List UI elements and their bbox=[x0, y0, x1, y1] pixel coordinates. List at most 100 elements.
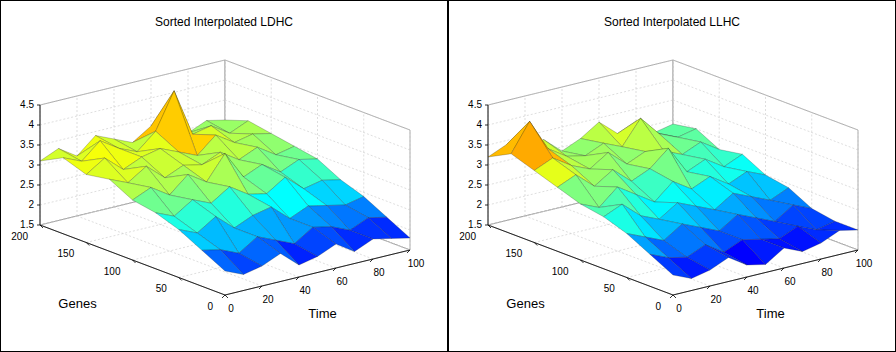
surface-cell bbox=[816, 221, 858, 230]
tick-mark bbox=[333, 268, 336, 271]
tick-label: 20 bbox=[710, 294, 722, 305]
tick-label: 50 bbox=[604, 283, 616, 294]
tick-label: 3 bbox=[476, 159, 482, 170]
tick-mark bbox=[225, 295, 228, 298]
tick-label: 4.5 bbox=[20, 99, 34, 110]
grid bbox=[40, 60, 410, 295]
tick-mark bbox=[485, 145, 488, 146]
tick-mark bbox=[37, 165, 40, 166]
tick-mark bbox=[818, 259, 821, 262]
surface-cell bbox=[156, 213, 198, 233]
tick-label: 40 bbox=[747, 285, 759, 296]
tick-mark bbox=[179, 278, 182, 281]
tick-label: 3 bbox=[28, 159, 34, 170]
tick-mark bbox=[485, 185, 488, 186]
tick-mark bbox=[37, 105, 40, 106]
tick-label: 100 bbox=[104, 266, 121, 277]
tick-label: 3.5 bbox=[20, 139, 34, 150]
axis-title: Time bbox=[756, 306, 784, 321]
tick-mark bbox=[485, 105, 488, 106]
tick-mark bbox=[86, 243, 89, 246]
tick-label: 1.5 bbox=[468, 219, 482, 230]
grid-line bbox=[40, 80, 225, 125]
y-axis-line bbox=[488, 225, 673, 295]
tick-mark bbox=[673, 295, 676, 298]
tick-label: 80 bbox=[373, 267, 385, 278]
chart-title: Sorted Interpolated LLHC bbox=[604, 15, 740, 29]
grid-line bbox=[673, 160, 858, 230]
surface-cell bbox=[604, 204, 646, 237]
tick-label: 60 bbox=[336, 276, 348, 287]
tick-mark bbox=[37, 205, 40, 206]
y-axis-line bbox=[40, 225, 225, 295]
tick-label: 60 bbox=[784, 276, 796, 287]
surface-cell bbox=[86, 158, 128, 183]
tick-mark bbox=[407, 250, 410, 253]
tick-mark bbox=[581, 260, 584, 263]
tick-mark bbox=[133, 260, 136, 263]
surface-cell bbox=[230, 121, 272, 134]
tick-label: 50 bbox=[156, 283, 168, 294]
tick-mark bbox=[744, 277, 747, 280]
box-walls bbox=[488, 60, 858, 295]
tick-label: 4.5 bbox=[468, 99, 482, 110]
tick-mark bbox=[485, 225, 488, 226]
tick-label: 100 bbox=[552, 266, 569, 277]
tick-label: 3.5 bbox=[468, 139, 482, 150]
tick-mark bbox=[781, 268, 784, 271]
tick-mark bbox=[222, 295, 225, 298]
axis-title: Time bbox=[308, 306, 336, 321]
surface-cell bbox=[627, 234, 669, 258]
box-wall bbox=[488, 180, 858, 295]
surface-cell bbox=[557, 175, 599, 208]
grid-line bbox=[673, 60, 858, 130]
tick-label: 4 bbox=[28, 119, 34, 130]
tick-mark bbox=[627, 278, 630, 281]
tick-mark bbox=[485, 125, 488, 126]
tick-mark bbox=[37, 225, 40, 226]
tick-mark bbox=[259, 286, 262, 289]
tick-label: 0 bbox=[228, 303, 234, 314]
tick-mark bbox=[855, 250, 858, 253]
tick-mark bbox=[40, 225, 43, 228]
tick-label: 200 bbox=[11, 231, 28, 242]
axis-title: Genes bbox=[58, 296, 97, 311]
tick-label: 2 bbox=[28, 199, 34, 210]
tick-label: 40 bbox=[299, 285, 311, 296]
grid-line bbox=[488, 80, 673, 125]
tick-label: 80 bbox=[821, 267, 833, 278]
surface-cell bbox=[40, 149, 82, 162]
tick-mark bbox=[37, 125, 40, 126]
tick-mark bbox=[488, 225, 491, 228]
surface bbox=[488, 118, 858, 278]
surface-cell bbox=[133, 188, 175, 217]
axis-title: Genes bbox=[506, 296, 545, 311]
tick-mark bbox=[296, 277, 299, 280]
tick-mark bbox=[485, 205, 488, 206]
surface-cell bbox=[650, 254, 692, 278]
panel: Sorted Interpolated LDHC0204060801000501… bbox=[1, 1, 448, 352]
grid-line bbox=[40, 225, 225, 295]
figure: Sorted Interpolated LDHC0204060801000501… bbox=[0, 0, 896, 352]
box-wall bbox=[673, 60, 858, 250]
tick-mark bbox=[370, 259, 373, 262]
x-axis-line bbox=[225, 250, 410, 295]
tick-mark bbox=[534, 243, 537, 246]
box-wall bbox=[40, 180, 410, 295]
tick-label: 150 bbox=[506, 248, 523, 259]
surface-cell bbox=[179, 230, 221, 251]
tick-label: 0 bbox=[207, 301, 213, 312]
tick-label: 0 bbox=[655, 301, 661, 312]
surface-cell bbox=[724, 240, 766, 265]
tick-label: 2 bbox=[476, 199, 482, 210]
panel-frame bbox=[1, 1, 448, 352]
tick-mark bbox=[485, 165, 488, 166]
box-wall bbox=[40, 60, 225, 225]
surface-cell bbox=[202, 250, 244, 275]
tick-mark bbox=[670, 295, 673, 298]
box-wall bbox=[225, 60, 410, 250]
tick-mark bbox=[37, 145, 40, 146]
grid bbox=[488, 60, 858, 295]
tick-mark bbox=[707, 286, 710, 289]
tick-label: 200 bbox=[459, 231, 476, 242]
